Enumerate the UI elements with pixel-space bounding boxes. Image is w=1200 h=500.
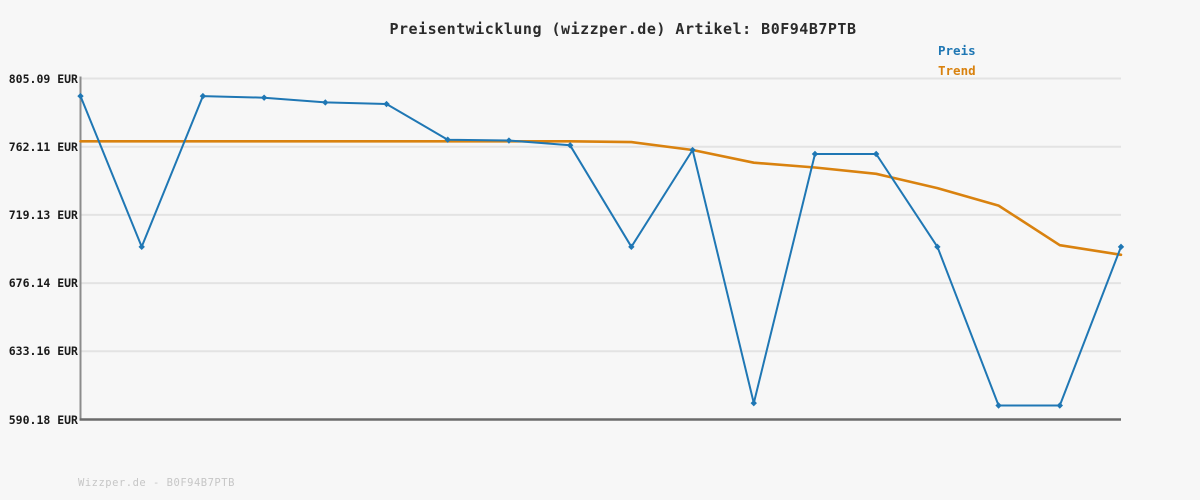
preis-point-marker <box>750 399 757 407</box>
y-axis-tick-label: 676.14 EUR <box>8 276 78 291</box>
y-axis-tick-label: 719.13 EUR <box>8 207 78 222</box>
preis-point-marker <box>260 94 268 101</box>
y-axis-tick-label: 805.09 EUR <box>8 71 78 86</box>
legend-item-preis: Preis <box>938 43 976 58</box>
preis-point-marker <box>138 243 145 251</box>
legend-item-trend: Trend <box>938 63 976 78</box>
y-axis-tick-label: 762.11 EUR <box>8 139 78 154</box>
preis-point-marker <box>689 146 696 154</box>
chart-title: Preisentwicklung (wizzper.de) Artikel: B… <box>389 20 857 38</box>
preis-point-marker <box>322 99 329 106</box>
chart-legend: Preis Trend <box>938 41 976 81</box>
preis-point-marker <box>77 92 84 100</box>
preis-point-marker <box>199 92 207 100</box>
preis-point-marker <box>383 100 390 108</box>
preis-point-marker <box>566 142 574 149</box>
preis-point-marker <box>811 150 819 158</box>
preis-point-marker <box>872 150 880 158</box>
trend-line <box>79 140 1123 257</box>
preis-point-marker <box>628 243 635 251</box>
preis-point-marker <box>934 243 941 251</box>
y-axis-tick-label: 633.16 EUR <box>8 344 78 359</box>
preis-point-marker <box>1056 402 1063 409</box>
preis-line <box>79 95 1122 407</box>
preis-point-marker <box>505 137 513 144</box>
preis-point-marker <box>995 402 1002 409</box>
preis-point-marker <box>1117 243 1125 251</box>
preis-point-marker <box>444 136 451 143</box>
watermark-text: Wizzper.de - B0F94B7PTB <box>78 477 235 489</box>
y-axis-tick-label: 590.18 EUR <box>8 412 78 427</box>
